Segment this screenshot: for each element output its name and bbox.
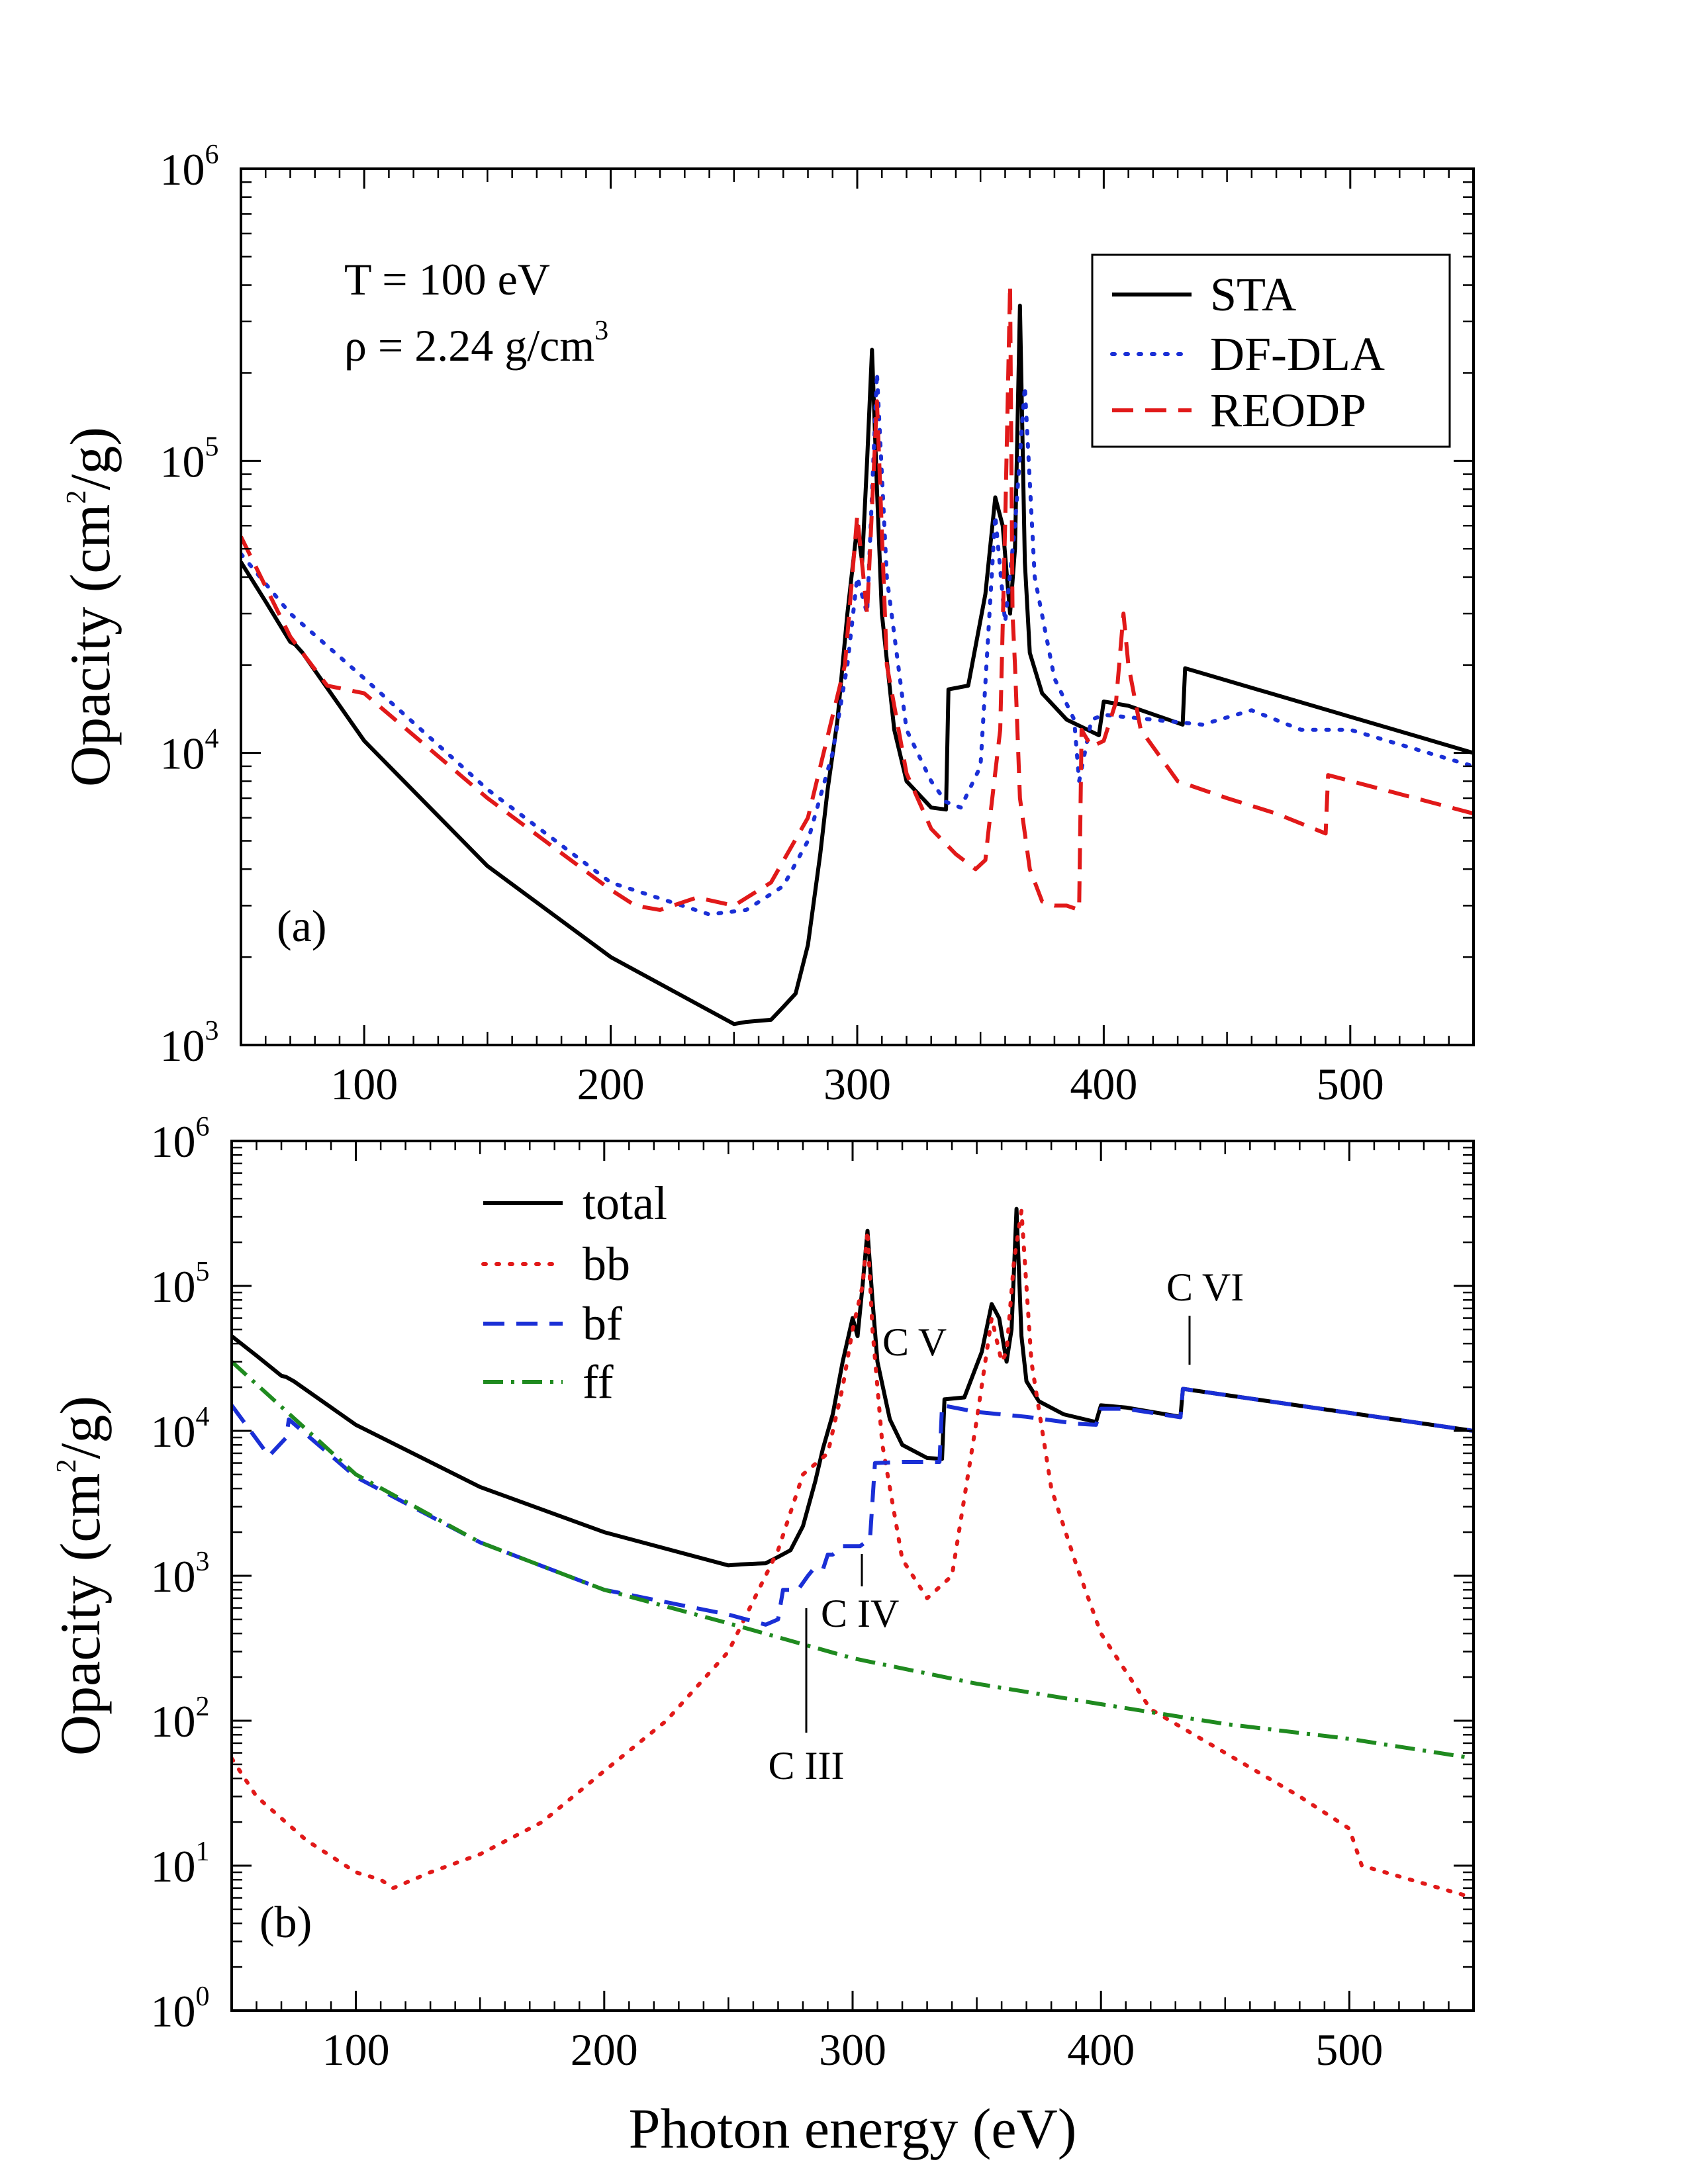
- legend-label-total: total: [583, 1177, 667, 1230]
- legend-label-bb: bb: [583, 1238, 630, 1291]
- y-tick-label: 104: [160, 724, 219, 779]
- x-tick-label: 300: [823, 1059, 891, 1109]
- y-axis-title-a: Opacity (cm2/g): [58, 427, 122, 787]
- x-tick-label: 300: [819, 2025, 886, 2075]
- y-tick-label: 106: [160, 140, 219, 195]
- legend-label-sta: STA: [1210, 268, 1296, 321]
- y-tick-label: 103: [160, 1016, 219, 1071]
- x-tick-label: 500: [1315, 2025, 1383, 2075]
- series-total-line-b: [232, 1206, 1474, 1568]
- series-bb-line-b: [232, 1208, 1474, 1900]
- legend-label-ff: ff: [583, 1355, 614, 1408]
- y-tick-label: 105: [151, 1257, 210, 1312]
- ion-label-c-iii: C III: [769, 1608, 845, 1788]
- plot-frame-b: [230, 1140, 1475, 2012]
- series-reodp-line-a: [241, 283, 1474, 912]
- density-annotation: ρ = 2.24 g/cm3: [344, 316, 608, 371]
- panel-label-b: (b): [259, 1897, 312, 1947]
- temperature-annotation: T = 100 eV: [344, 254, 550, 304]
- y-tick-label: 103: [151, 1547, 210, 1602]
- legend-a: STA DF-DLA REODP: [1091, 253, 1451, 448]
- y-tick-label: 105: [160, 432, 219, 486]
- ion-label-c-vi: C VI: [1166, 1265, 1244, 1365]
- legend-label-df-dla: DF-DLA: [1210, 328, 1385, 381]
- legend-label-bf: bf: [583, 1297, 622, 1350]
- panel-b: 100 200 300 400 500 100 101 102 103 104 105 106 Opa…: [48, 1112, 1475, 2160]
- x-tick-label: 400: [1067, 2025, 1135, 2075]
- panel-label-a: (a): [277, 901, 326, 951]
- x-tick-label: 200: [577, 1059, 645, 1109]
- ion-text-c-v: C V: [882, 1320, 947, 1364]
- ion-text-c-iv: C IV: [821, 1592, 899, 1635]
- x-tick-label: 100: [330, 1059, 398, 1109]
- y-tick-label: 102: [151, 1692, 210, 1747]
- legend-b: total bb bf ff: [481, 1177, 667, 1408]
- ion-label-c-iv: C IV: [821, 1554, 899, 1635]
- series-bf-line-b: [232, 1387, 1474, 1627]
- x-tick-label: 200: [571, 2025, 638, 2075]
- y-axis-title-b: Opacity (cm2/g): [48, 1396, 112, 1756]
- series-ff-line-b: [232, 1360, 1474, 1760]
- legend-label-reodp: REODP: [1210, 384, 1366, 437]
- y-tick-label: 100: [151, 1981, 210, 2036]
- y-tick-label: 104: [151, 1402, 210, 1457]
- x-tick-label: 400: [1070, 1059, 1137, 1109]
- y-tick-label: 101: [151, 1837, 210, 1891]
- series-sta-line-a: [241, 303, 1474, 1026]
- ion-label-c-v: C V: [882, 1320, 947, 1364]
- series-df-dla-line-a: [241, 371, 1474, 917]
- x-tick-label: 100: [322, 2025, 390, 2075]
- x-tick-label: 500: [1317, 1059, 1384, 1109]
- panel-a: 100 200 300 400 500 103 104 105 106 Opacity (cm2…: [58, 140, 1475, 1109]
- ion-text-c-iii: C III: [769, 1744, 845, 1788]
- x-axis-title: Photon energy (eV): [629, 2097, 1077, 2160]
- legend-box-a: [1091, 253, 1451, 448]
- ion-text-c-vi: C VI: [1166, 1265, 1244, 1309]
- y-tick-label: 106: [151, 1112, 210, 1167]
